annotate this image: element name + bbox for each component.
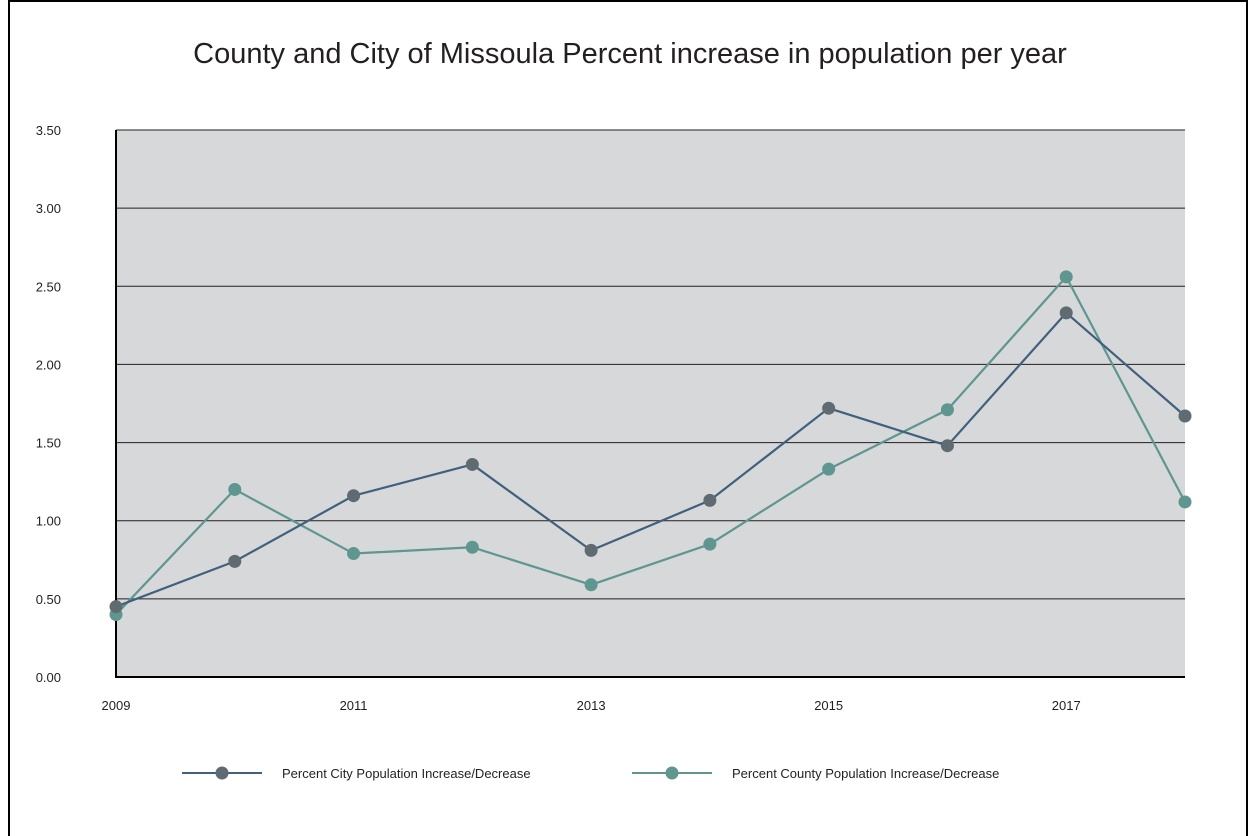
y-tick-label: 1.00 [36,514,61,529]
y-tick-label: 2.50 [36,279,61,294]
series-line [115,311,1186,608]
x-tick-label: 2017 [1052,698,1081,713]
frame-border-left [8,0,10,836]
y-tick-label: 3.00 [36,201,61,216]
series-line [115,275,1186,616]
data-point [822,401,836,415]
data-point [703,537,717,551]
data-point [940,403,954,417]
legend-marker [665,766,679,780]
data-point [584,543,598,557]
data-point [703,493,717,507]
chart-title: County and City of Missoula Percent incr… [193,38,1067,70]
legend-marker [215,766,229,780]
legend-item: Percent City Population Increase/Decreas… [182,758,531,788]
y-tick-label: 0.50 [36,592,61,607]
data-point [347,547,361,561]
data-point [465,457,479,471]
data-point [1178,495,1192,509]
x-tick-label: 2015 [814,698,843,713]
data-point [228,554,242,568]
data-point [940,439,954,453]
data-point [228,482,242,496]
data-point [822,462,836,476]
data-point [1059,306,1073,320]
data-point [465,540,479,554]
legend-item: Percent County Population Increase/Decre… [632,758,999,788]
data-point [584,578,598,592]
chart-legend: Percent City Population Increase/Decreas… [0,758,1251,788]
x-tick-label: 2011 [340,698,368,713]
y-tick-label: 3.50 [36,123,61,138]
legend-swatch [632,766,712,780]
y-tick-label: 0.00 [36,670,61,685]
y-tick-label: 2.00 [36,357,61,372]
x-tick-label: 2013 [577,698,606,713]
data-point [347,489,361,503]
data-point [1059,270,1073,284]
x-tick-label: 2009 [102,698,131,713]
data-point [1178,409,1192,423]
legend-label: Percent County Population Increase/Decre… [732,765,1000,781]
frame-border-top [8,0,1248,2]
frame-border-right [1246,0,1248,836]
plot-area [116,130,1185,677]
y-tick-label: 1.50 [36,436,61,451]
data-point [109,600,123,614]
legend-swatch [182,766,262,780]
legend-label: Percent City Population Increase/Decreas… [282,765,531,781]
